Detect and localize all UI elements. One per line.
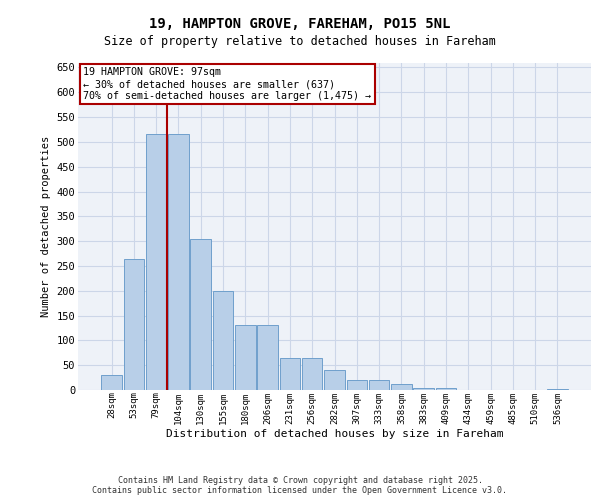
Bar	[391, 384, 412, 390]
Bar	[190, 238, 211, 390]
X-axis label: Distribution of detached houses by size in Fareham: Distribution of detached houses by size …	[166, 429, 503, 439]
Bar	[324, 370, 345, 390]
Bar	[146, 134, 166, 390]
Bar	[280, 358, 300, 390]
Text: Size of property relative to detached houses in Fareham: Size of property relative to detached ho…	[104, 35, 496, 48]
Bar	[168, 134, 189, 390]
Text: 19, HAMPTON GROVE, FAREHAM, PO15 5NL: 19, HAMPTON GROVE, FAREHAM, PO15 5NL	[149, 18, 451, 32]
Bar	[257, 326, 278, 390]
Bar	[369, 380, 389, 390]
Text: 19 HAMPTON GROVE: 97sqm
← 30% of detached houses are smaller (637)
70% of semi-d: 19 HAMPTON GROVE: 97sqm ← 30% of detache…	[83, 68, 371, 100]
Text: Contains HM Land Registry data © Crown copyright and database right 2025.
Contai: Contains HM Land Registry data © Crown c…	[92, 476, 508, 495]
Bar	[302, 358, 322, 390]
Bar	[413, 388, 434, 390]
Bar	[235, 326, 256, 390]
Bar	[124, 258, 144, 390]
Bar	[213, 291, 233, 390]
Y-axis label: Number of detached properties: Number of detached properties	[41, 136, 51, 317]
Bar	[436, 388, 456, 390]
Bar	[101, 375, 122, 390]
Bar	[347, 380, 367, 390]
Bar	[547, 389, 568, 390]
